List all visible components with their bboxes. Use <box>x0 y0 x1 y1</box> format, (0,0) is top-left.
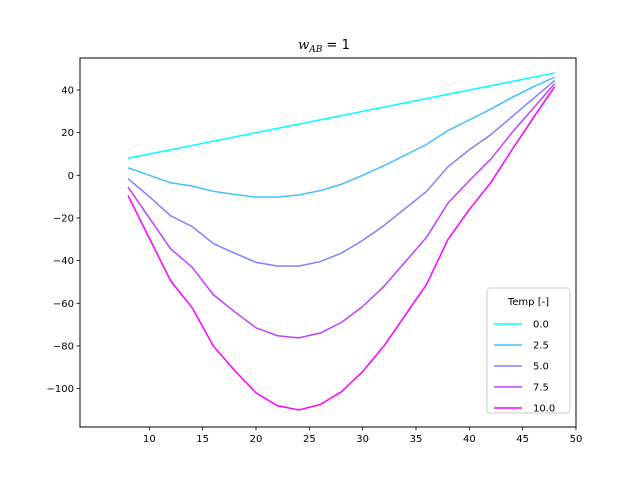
y-tick-label: −100 <box>47 384 74 395</box>
y-axis: −100 −80 −60 −40 −20 0 20 40 <box>47 85 80 395</box>
series-layer <box>127 72 556 411</box>
x-axis: 10 15 20 25 30 35 40 45 50 <box>143 427 582 445</box>
x-tick-label: 10 <box>143 434 156 445</box>
legend-label-4: 10.0 <box>533 404 555 415</box>
x-tick-label: 40 <box>463 434 476 445</box>
x-tick-label: 30 <box>356 434 369 445</box>
y-tick-label: −80 <box>53 341 74 352</box>
y-tick-label: −40 <box>53 256 74 267</box>
title-main: w <box>298 38 309 53</box>
legend-title: Temp [-] <box>507 297 549 308</box>
series-line-1 <box>127 76 555 198</box>
x-tick-label: 45 <box>516 434 529 445</box>
y-tick-label: 20 <box>61 128 74 139</box>
x-tick-label: 20 <box>250 434 263 445</box>
chart-title: wAB = 1 <box>298 38 350 55</box>
legend-label-3: 7.5 <box>533 383 549 394</box>
title-subscript: AB <box>308 45 322 55</box>
y-tick-label: −20 <box>53 213 74 224</box>
legend-label-1: 2.5 <box>533 341 549 352</box>
y-tick-label: 0 <box>68 171 74 182</box>
y-tick-label: 40 <box>61 85 74 96</box>
x-tick-label: 15 <box>196 434 209 445</box>
x-tick-label: 25 <box>303 434 316 445</box>
x-tick-label: 35 <box>410 434 423 445</box>
axes-frame <box>79 57 577 428</box>
series-line-3 <box>127 83 556 339</box>
title-rest: = 1 <box>322 38 349 53</box>
y-tick-label: −60 <box>53 299 74 310</box>
plot-area <box>79 57 577 428</box>
series-line-2 <box>127 79 556 267</box>
x-tick-label: 50 <box>570 434 583 445</box>
legend: Temp [-] 0.0 2.5 5.0 7.5 10.0 <box>486 287 571 415</box>
series-line-0 <box>127 72 555 159</box>
legend-items: 0.0 2.5 5.0 7.5 10.0 <box>494 320 555 415</box>
legend-label-0: 0.0 <box>533 320 549 331</box>
legend-box <box>486 287 571 414</box>
series-line-4 <box>127 86 556 411</box>
legend-label-2: 5.0 <box>533 362 549 373</box>
